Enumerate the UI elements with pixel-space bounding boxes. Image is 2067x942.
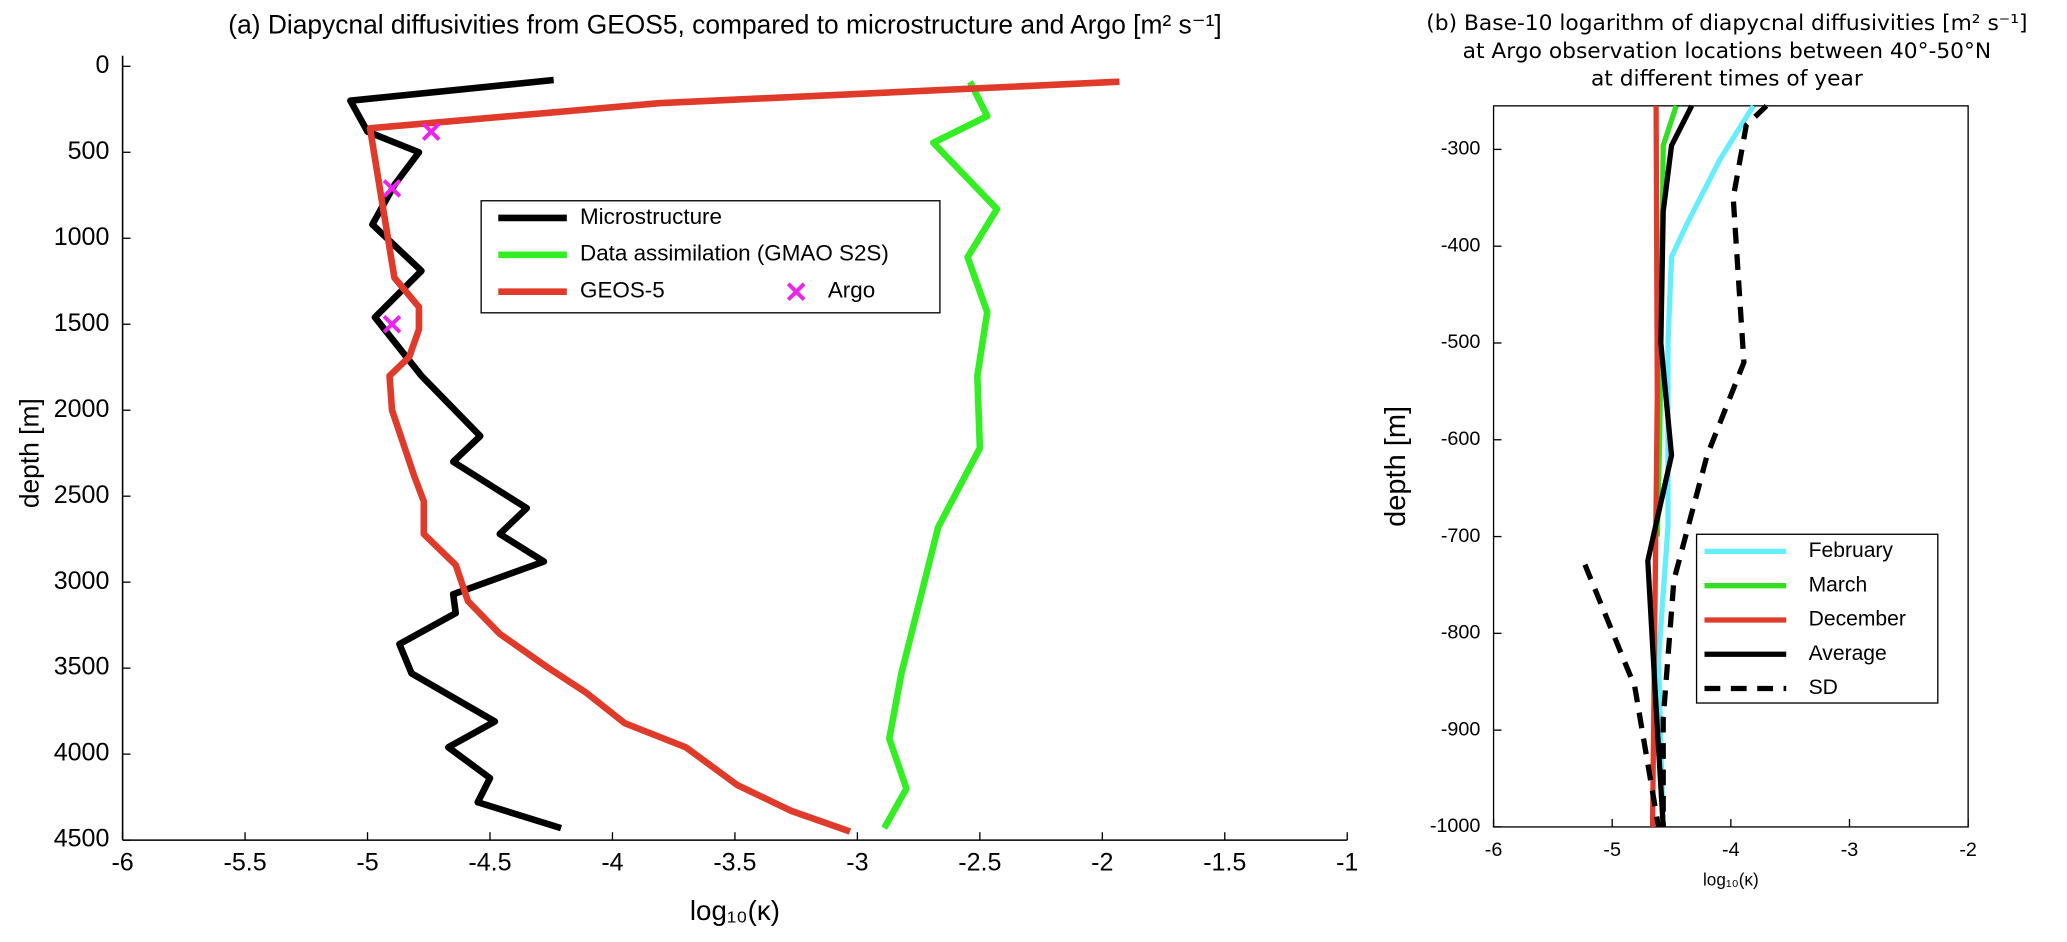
chart-title: (b) Base-10 logarithm of diapycnal diffu… xyxy=(1426,11,2027,36)
legend-label: Argo xyxy=(828,278,875,303)
y-tick-label: 3000 xyxy=(54,567,110,595)
y-axis-label: depth [m] xyxy=(15,398,45,508)
marker xyxy=(382,314,402,334)
x-tick-label: -1.5 xyxy=(1203,848,1246,876)
x-tick-label: -2 xyxy=(1091,848,1113,876)
y-axis-label: depth [m] xyxy=(1380,406,1412,527)
y-tick-label: 500 xyxy=(68,137,110,165)
legend-label: Microstructure xyxy=(580,204,722,229)
chart-title: at Argo observation locations between 40… xyxy=(1463,39,1992,64)
plot-frame xyxy=(1492,105,1969,828)
series-line xyxy=(1582,103,1769,828)
marker xyxy=(382,179,402,198)
series-line xyxy=(1645,104,1695,828)
x-axis-label: log₁₀(κ) xyxy=(690,895,780,926)
x-tick-label: -3 xyxy=(846,848,868,876)
x-tick-label: -4 xyxy=(601,848,623,876)
chart-panel: (a) Diapycnal diffusivities from GEOS5, … xyxy=(15,10,1359,926)
legend-marker xyxy=(786,282,806,302)
legend-label: Data assimilation (GMAO S2S) xyxy=(580,241,889,266)
y-tick-label: -500 xyxy=(1441,331,1481,353)
y-tick-label: 1500 xyxy=(54,309,110,337)
x-tick-label: -4.5 xyxy=(468,848,511,876)
y-tick-label: 2000 xyxy=(54,395,110,423)
legend-label: GEOS-5 xyxy=(580,278,665,303)
chart-title: at different times of year xyxy=(1591,66,1863,91)
y-tick-label: 4000 xyxy=(54,739,110,767)
y-tick-label: 1000 xyxy=(54,223,110,251)
marker xyxy=(421,122,441,141)
x-tick-label: -5.5 xyxy=(223,848,266,876)
y-tick-label: 2500 xyxy=(54,481,110,509)
y-tick-label: -1000 xyxy=(1430,815,1481,837)
x-tick-label: -2.5 xyxy=(958,848,1001,876)
x-tick-label: -5 xyxy=(1603,839,1621,861)
series-line xyxy=(347,76,563,832)
x-tick-label: -4 xyxy=(1722,839,1740,861)
y-tick-label: -300 xyxy=(1441,138,1481,160)
x-tick-label: -6 xyxy=(1485,839,1503,861)
legend-label: February xyxy=(1809,539,1894,562)
y-tick-label: -700 xyxy=(1441,525,1481,547)
y-tick-label: -900 xyxy=(1441,718,1481,740)
series-line xyxy=(881,80,1001,830)
x-tick-label: -5 xyxy=(356,848,378,876)
y-tick-label: -600 xyxy=(1441,428,1481,450)
legend-label: December xyxy=(1809,608,1906,631)
series-line xyxy=(1655,104,1756,827)
y-tick-label: 0 xyxy=(95,51,109,79)
x-tick-label: -3 xyxy=(1841,839,1859,861)
x-tick-label: -2 xyxy=(1959,839,1977,861)
x-tick-label: -3.5 xyxy=(713,848,756,876)
series-line xyxy=(366,78,1120,835)
chart-panel: (b) Base-10 logarithm of diapycnal diffu… xyxy=(1380,11,2027,889)
y-tick-label: 3500 xyxy=(54,653,110,681)
legend-label: March xyxy=(1809,573,1868,596)
y-tick-label: -800 xyxy=(1441,622,1481,644)
y-tick-label: -400 xyxy=(1441,234,1481,256)
x-axis-label: log₁₀(κ) xyxy=(1703,870,1759,890)
x-tick-label: -6 xyxy=(111,848,133,876)
legend-label: Average xyxy=(1809,642,1887,665)
y-tick-label: 4500 xyxy=(54,825,110,853)
legend-label: SD xyxy=(1809,676,1838,699)
x-tick-label: -1 xyxy=(1336,848,1358,876)
chart-title: (a) Diapycnal diffusivities from GEOS5, … xyxy=(228,10,1221,40)
